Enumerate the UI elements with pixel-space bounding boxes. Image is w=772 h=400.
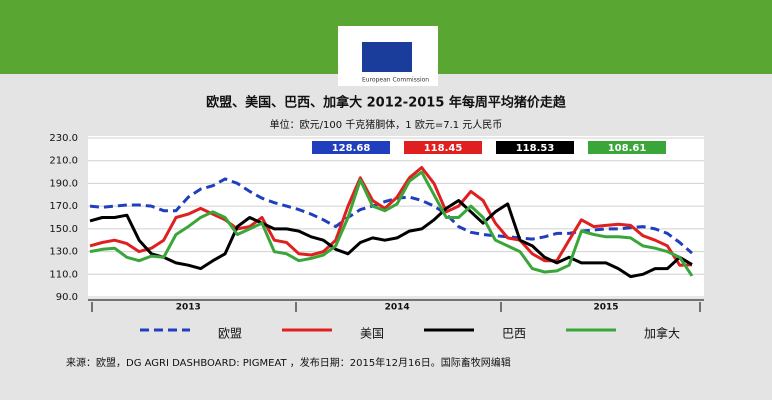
year-separators: [91, 302, 701, 312]
latest-value-label: 108.61: [608, 143, 647, 154]
latest-value-label: 118.45: [424, 143, 463, 154]
x-tick-label: 2014: [385, 303, 410, 313]
legend-label: 加拿大: [644, 326, 680, 341]
y-tick-label: 150.0: [49, 224, 78, 235]
y-tick-label: 90.0: [56, 292, 78, 303]
y-tick-label: 230.0: [49, 133, 78, 144]
series-line: [89, 170, 694, 277]
y-tick-label: 210.0: [49, 156, 78, 167]
latest-value-box: [404, 141, 482, 154]
legend-label: 巴西: [502, 327, 526, 341]
series-line: [89, 177, 693, 255]
legend-label: 美国: [360, 327, 384, 341]
chart-subtitle: 单位：欧元/100 千克猪胴体，1 欧元=7.1 元人民币: [270, 118, 503, 131]
x-tick-label: 2015: [593, 303, 618, 313]
y-tick-label: 110.0: [49, 269, 78, 280]
series-line: [89, 166, 693, 267]
logo-text: European Commission: [362, 77, 429, 84]
eu-flag: [362, 42, 412, 72]
latest-value-label: 128.68: [332, 143, 371, 154]
y-tick-label: 170.0: [49, 201, 78, 212]
y-tick-label: 190.0: [49, 178, 78, 189]
y-tick-label: 130.0: [49, 247, 78, 258]
latest-value-box: [496, 141, 574, 154]
plot-area: [88, 136, 704, 298]
legend-label: 欧盟: [218, 327, 242, 341]
series-line: [89, 199, 693, 279]
x-tick-label: 2013: [176, 303, 201, 313]
latest-value-box: [312, 141, 390, 154]
latest-value-label: 118.53: [516, 143, 555, 154]
source-note: 来源：欧盟，DG AGRI DASHBOARD: PIGMEAT ，发布日期：2…: [66, 356, 511, 369]
chart-title: 欧盟、美国、巴西、加拿大 2012-2015 年每周平均猪价走趋: [206, 95, 567, 111]
latest-value-box: [588, 141, 666, 154]
